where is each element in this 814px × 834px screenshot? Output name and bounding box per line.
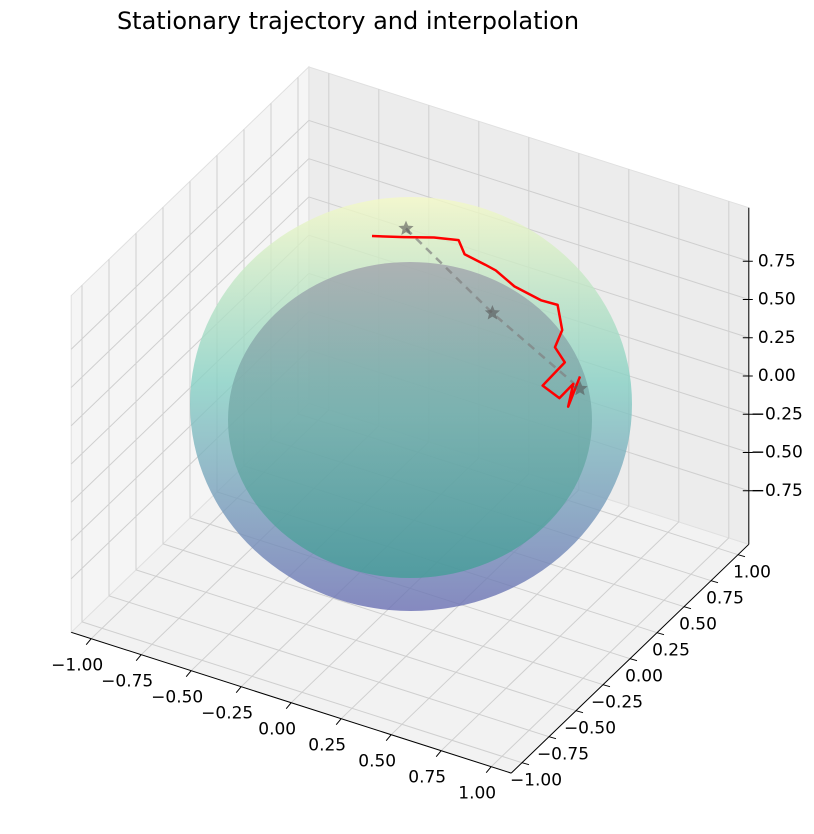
grid-line: [70, 196, 310, 427]
grid-line: [308, 119, 749, 262]
x-tick-label: 0.75: [408, 768, 446, 788]
y-tick-label: 1.00: [733, 563, 771, 583]
tick-mark: [656, 632, 665, 636]
grid-line: [135, 569, 577, 712]
tick-mark: [485, 766, 492, 774]
y-tick-label: −0.75: [537, 745, 589, 765]
x-tick-label: −0.25: [201, 704, 253, 724]
grid-line: [162, 543, 604, 686]
z-tick-label: −0.50: [751, 443, 803, 463]
y-tick-label: −0.50: [564, 719, 616, 739]
tick-mark: [435, 750, 442, 758]
interpolation-star: [398, 220, 414, 236]
chart-title: Stationary trajectory and interpolation: [117, 7, 579, 35]
y-tick-label: 0.25: [652, 641, 690, 661]
interpolation-line: [405, 227, 581, 390]
x-tick-label: 0.50: [358, 752, 396, 772]
y-tick-label: 0.75: [706, 589, 744, 609]
z-tick-label: 0.25: [758, 328, 796, 348]
y-tick-label: −0.25: [591, 693, 643, 713]
tick-mark: [521, 762, 530, 766]
interpolation-star: [572, 380, 588, 396]
grid-line: [70, 158, 310, 388]
tick-mark: [629, 658, 638, 662]
trajectory-line: [371, 234, 582, 408]
tick-mark: [285, 702, 292, 710]
y-tick-label: 0.50: [679, 615, 717, 635]
x-tick-label: −0.50: [151, 688, 203, 708]
tick-mark: [710, 580, 719, 584]
y-tick-label: −1.00: [510, 771, 562, 791]
tick-mark: [683, 606, 692, 610]
z-tick-label: 0.00: [758, 366, 796, 386]
tick-mark: [385, 734, 392, 742]
tick-mark: [85, 638, 92, 646]
axes: −1.00−0.75−0.50−0.250.000.250.500.751.00…: [51, 207, 803, 804]
tick-mark: [335, 718, 342, 726]
tick-mark: [737, 554, 746, 558]
x-tick-label: −0.75: [101, 672, 153, 692]
tick-mark: [185, 670, 192, 678]
x-tick-label: 0.25: [308, 736, 346, 756]
grid-line: [70, 120, 310, 350]
tick-mark: [548, 736, 557, 740]
x-tick-label: 0.00: [258, 720, 296, 740]
z-tick-label: 0.75: [758, 251, 796, 271]
sphere: [190, 197, 632, 611]
y-axis: [510, 543, 750, 774]
interpolation-star: [484, 305, 501, 320]
x-axis: [71, 631, 512, 774]
x-tick-label: −1.00: [51, 656, 103, 676]
tick-mark: [235, 686, 242, 694]
grid-line: [81, 621, 523, 764]
tick-mark: [575, 710, 584, 714]
y-tick-label: 0.00: [625, 667, 663, 687]
tick-mark: [602, 684, 611, 688]
tick-mark: [135, 654, 142, 662]
inner-sphere: [228, 262, 592, 578]
grid-line: [108, 595, 550, 738]
x-tick-label: 1.00: [458, 784, 496, 804]
z-tick-label: −0.25: [751, 404, 803, 424]
marks: [371, 220, 588, 408]
z-tick-label: 0.50: [758, 290, 796, 310]
z-tick-label: −0.75: [751, 481, 803, 501]
